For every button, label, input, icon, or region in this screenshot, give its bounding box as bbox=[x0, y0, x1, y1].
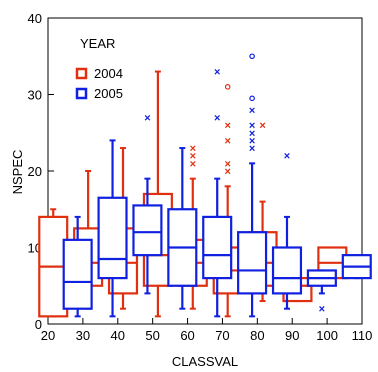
series-2005-box bbox=[97, 196, 128, 280]
series-2005-box bbox=[132, 204, 163, 257]
y-tick-label: 30 bbox=[28, 88, 42, 103]
legend-label-2004: 2004 bbox=[94, 66, 123, 81]
series-2005-outlier-x: × bbox=[249, 135, 255, 147]
series-2004-outlier-x: × bbox=[224, 120, 230, 132]
series-2005-outlier-x: × bbox=[214, 67, 220, 79]
series-2004-outlier-x: × bbox=[224, 158, 230, 170]
series-2004-outlier-o bbox=[224, 84, 231, 90]
series-2005-outlier-o bbox=[249, 95, 255, 102]
series-2005-outlier-x: × bbox=[249, 128, 255, 140]
series-2005-outlier-o bbox=[249, 53, 255, 60]
series-2004-outlier-x: × bbox=[259, 120, 265, 132]
y-axis-title: NSPEC bbox=[10, 150, 25, 195]
series-2005-outlier-x: × bbox=[249, 120, 255, 132]
x-tick-label: 110 bbox=[352, 328, 373, 343]
y-tick-label: 40 bbox=[28, 11, 42, 26]
x-tick-label: 40 bbox=[111, 328, 125, 343]
series-2005-outlier-x: × bbox=[249, 105, 255, 117]
x-tick-label: 100 bbox=[316, 328, 338, 343]
series-2004-outlier-x: × bbox=[190, 158, 196, 170]
series-2005-outlier-x: × bbox=[284, 151, 290, 163]
series-2004-outlier-x: × bbox=[190, 143, 196, 155]
legend-swatch-2005 bbox=[75, 87, 88, 100]
y-tick-label: 20 bbox=[28, 164, 42, 179]
x-tick-label: 20 bbox=[41, 328, 55, 343]
series-2005-box bbox=[271, 246, 303, 295]
legend-label-2005: 2005 bbox=[94, 86, 123, 101]
series-2005-box bbox=[62, 238, 93, 310]
series-2005-outlier-x: × bbox=[249, 143, 255, 155]
x-tick-label: 50 bbox=[145, 328, 159, 343]
x-tick-label: 30 bbox=[76, 328, 90, 343]
series-2005-outlier-x: × bbox=[319, 304, 325, 316]
legend-title: YEAR bbox=[80, 36, 115, 51]
x-tick-label: 80 bbox=[250, 328, 264, 343]
series-2005-outlier-x: × bbox=[214, 112, 220, 124]
x-axis-title: CLASSVAL bbox=[172, 354, 238, 369]
series-2005-box bbox=[237, 231, 268, 295]
legend-swatch-2004 bbox=[75, 67, 88, 80]
x-tick-label: 60 bbox=[180, 328, 194, 343]
series-2004-outlier-x: × bbox=[224, 166, 230, 178]
x-tick-label: 90 bbox=[285, 328, 299, 343]
x-tick-label: 70 bbox=[215, 328, 229, 343]
series-2005-box bbox=[202, 215, 233, 280]
series-2004-outlier-x: × bbox=[224, 135, 230, 147]
y-tick-label: 0 bbox=[35, 317, 42, 332]
series-2004-outlier-x: × bbox=[190, 151, 196, 163]
series-2005-outlier-x: × bbox=[144, 112, 150, 124]
